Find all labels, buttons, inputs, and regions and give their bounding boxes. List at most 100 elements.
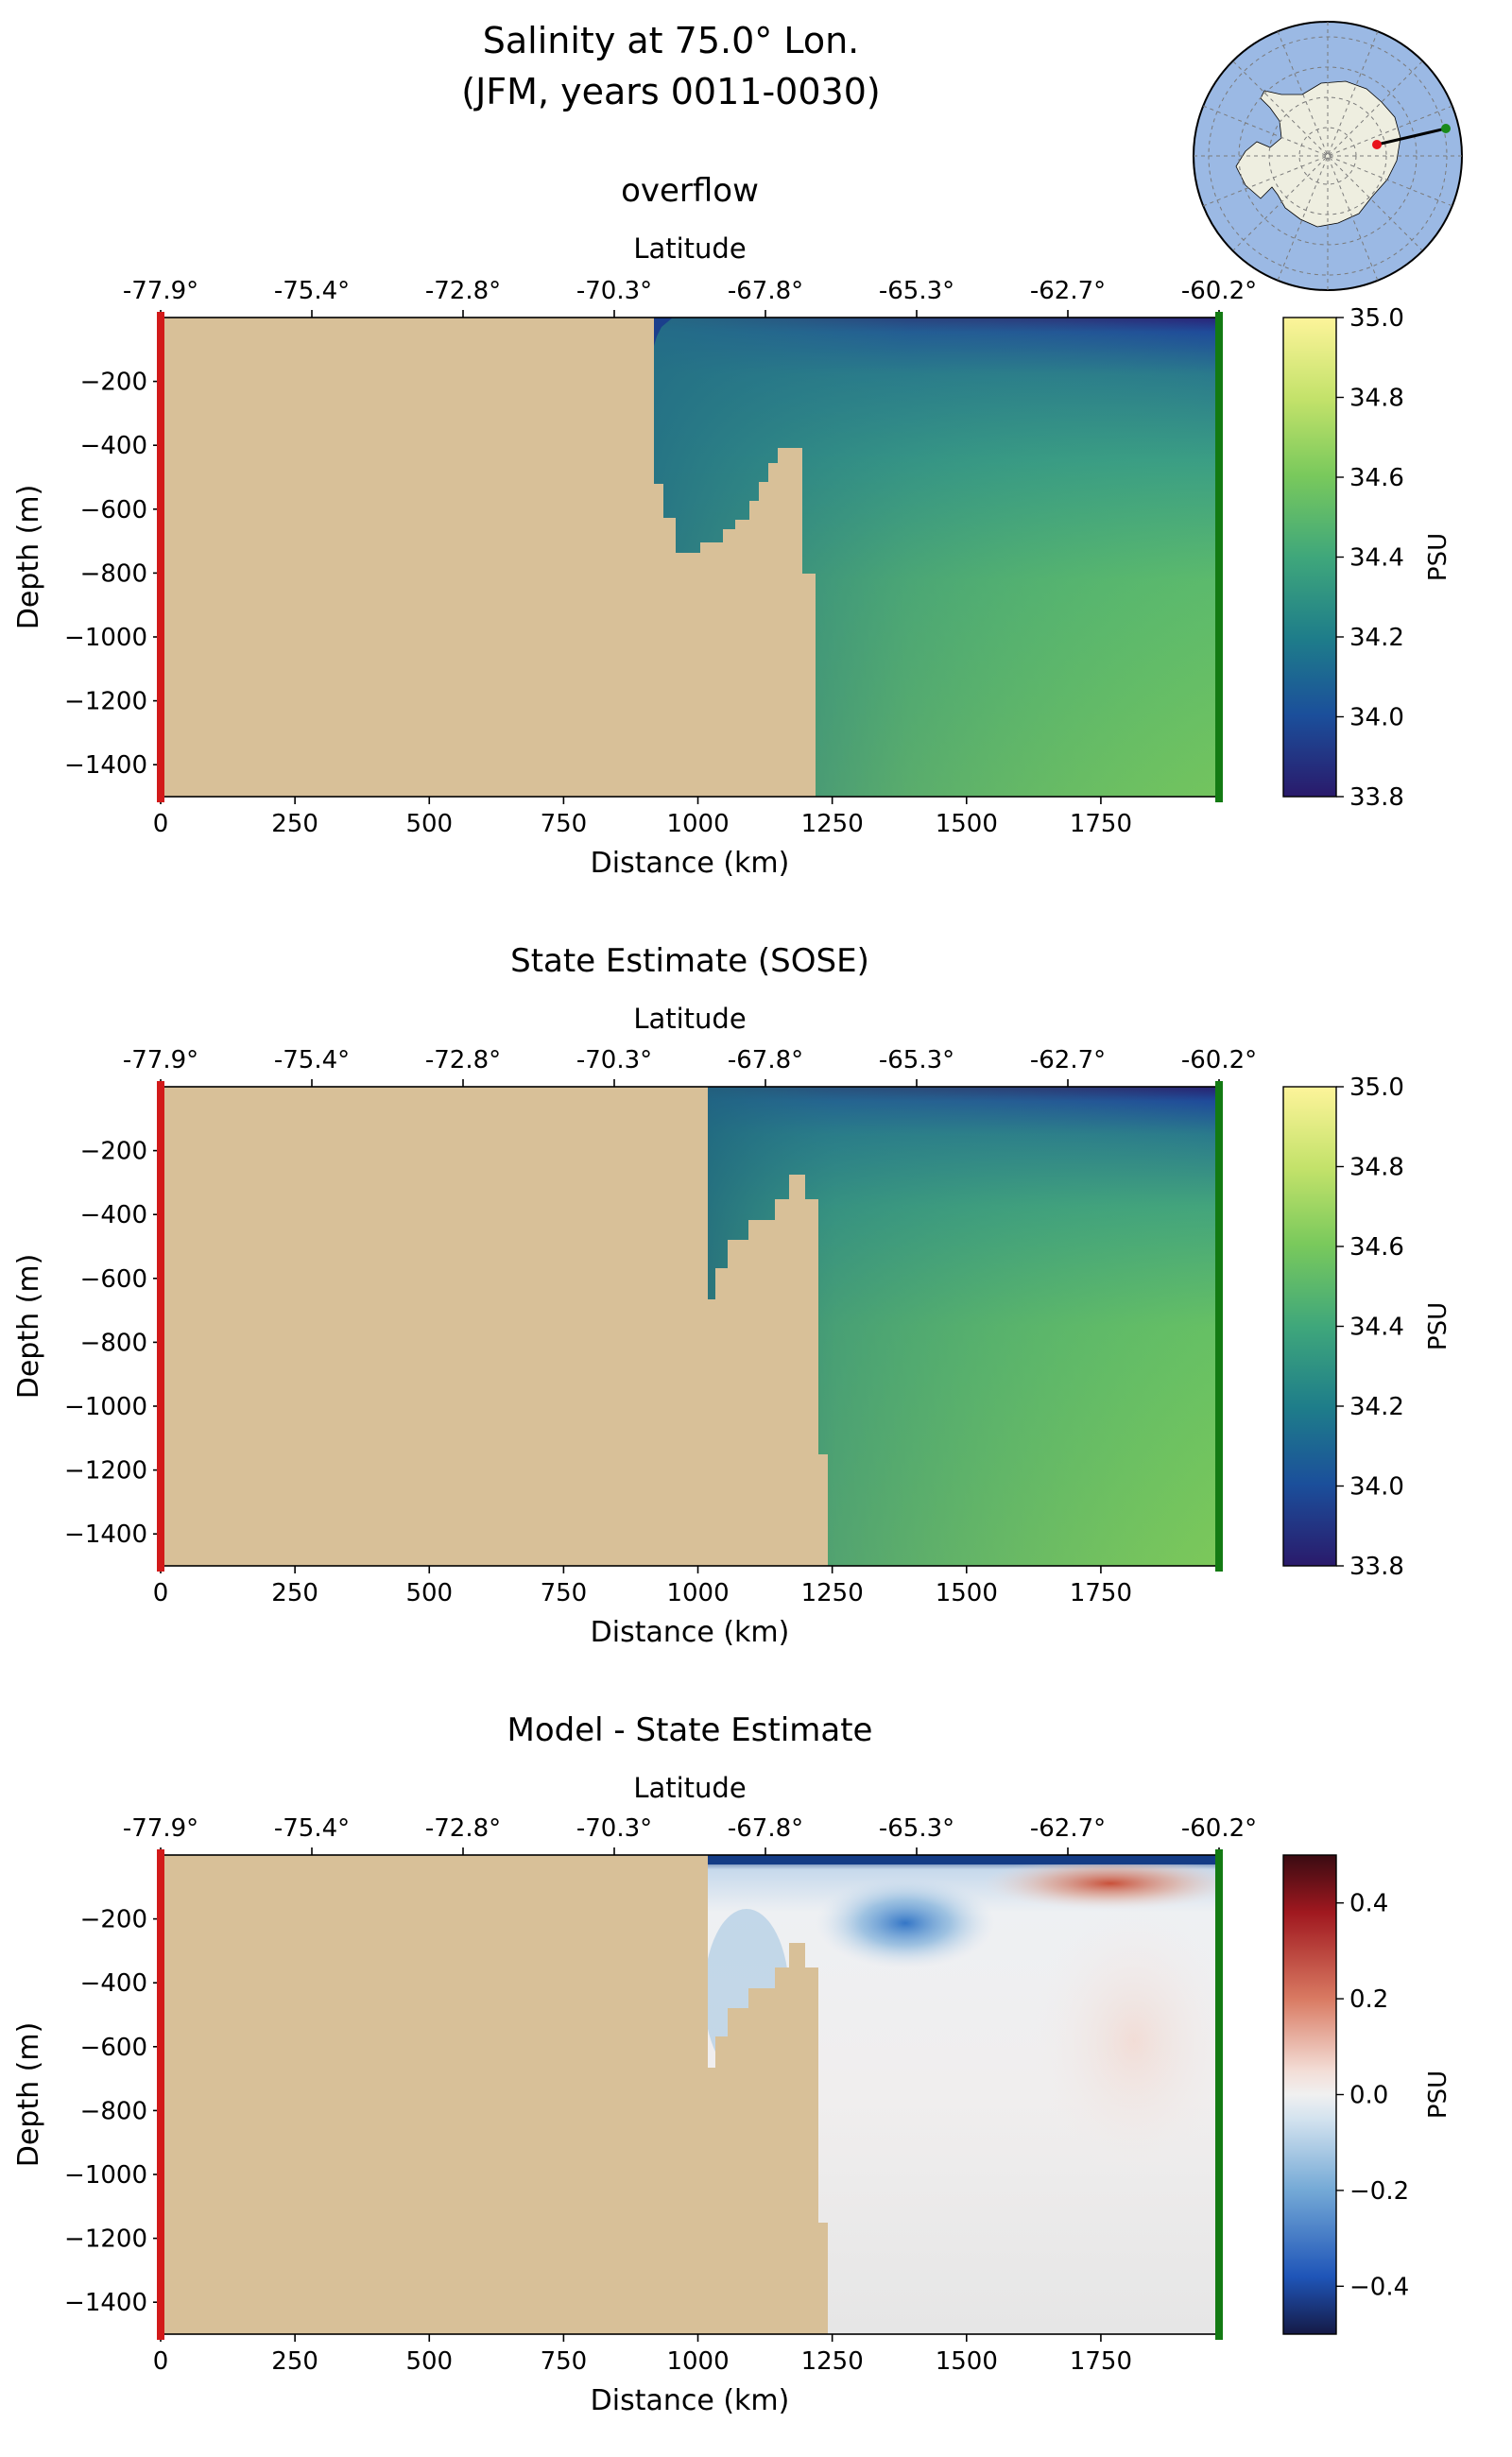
lat-tick-label: -60.2° (1181, 1814, 1257, 1843)
lat-tick-label: -62.7° (1030, 1814, 1106, 1843)
antarctica-landmass (1235, 80, 1401, 228)
colorbar-tick-label: 34.8 (1349, 1154, 1404, 1182)
x-tick-label: 500 (405, 810, 453, 838)
y-tick-label: −600 (80, 2034, 147, 2062)
x-tick-label: 750 (541, 1579, 588, 1607)
colorbar-tick-label: −0.4 (1349, 2273, 1409, 2301)
y-tick-label: −800 (80, 2097, 147, 2125)
colorbar-label: PSU (1424, 1302, 1452, 1350)
lat-tick-label: -75.4° (274, 1814, 350, 1843)
lat-tick-label: -65.3° (879, 1046, 954, 1074)
lat-tick-label: -77.9° (123, 1814, 198, 1843)
lat-tick-label: -77.9° (123, 1046, 198, 1074)
section-start-edge (157, 1081, 164, 1572)
x-tick-label: 0 (153, 1579, 169, 1607)
x-tick-label: 1000 (666, 2347, 729, 2376)
fresh-anomaly (816, 1878, 995, 1968)
colorbar-tick-label: 33.8 (1349, 1553, 1404, 1581)
section-end-edge (1215, 1849, 1223, 2340)
lat-tick-label: -77.9° (123, 277, 198, 305)
y-tick-label: −200 (80, 1138, 147, 1166)
lat-tick-label: -67.8° (728, 1046, 803, 1074)
colorbar-tick-label: −0.2 (1349, 2177, 1409, 2206)
x-axis-label: Distance (km) (591, 847, 790, 880)
section-end-edge (1215, 312, 1223, 802)
colorbar-tick-label: 0.4 (1349, 1890, 1388, 1918)
y-tick-label: −600 (80, 496, 147, 524)
colorbar (1282, 1854, 1337, 2335)
y-axis-label: Depth (m) (12, 2022, 45, 2168)
panel-overflow-field (161, 318, 1219, 797)
lat-tick-label: -60.2° (1181, 1046, 1257, 1074)
y-tick-label: −800 (80, 559, 147, 588)
x-tick-label: 0 (153, 810, 169, 838)
x-tick-label: 1500 (936, 810, 998, 838)
x-tick-label: 1250 (801, 1579, 864, 1607)
colorbar-tick-label: 35.0 (1349, 304, 1404, 333)
colorbar-label: PSU (1424, 2070, 1452, 2119)
section-line (1376, 127, 1447, 146)
y-tick-label: −400 (80, 1201, 147, 1229)
colorbar-label: PSU (1424, 533, 1452, 581)
y-tick-label: −1000 (64, 624, 147, 652)
y-tick-label: −200 (80, 369, 147, 397)
x-tick-label: 1000 (666, 1579, 729, 1607)
y-tick-label: −200 (80, 1906, 147, 1934)
x-tick-label: 1250 (801, 2347, 864, 2376)
colorbar-tick-label: 33.8 (1349, 783, 1404, 812)
x-tick-label: 250 (271, 2347, 318, 2376)
lat-tick-label: -70.3° (576, 1814, 652, 1843)
y-tick-label: −1200 (64, 688, 147, 716)
colorbar-tick-label: 34.6 (1349, 1233, 1404, 1262)
y-tick-label: −400 (80, 432, 147, 460)
colorbar-tick-label: 34.4 (1349, 1314, 1404, 1342)
section-start-edge (157, 312, 164, 802)
surface-fresh-layer (708, 1855, 1219, 1864)
land-mask-overlay (161, 1855, 828, 2334)
lat-tick-label: -60.2° (1181, 277, 1257, 305)
section-end-edge (1215, 1081, 1223, 1572)
x-tick-label: 1000 (666, 810, 729, 838)
panel-sose-field (161, 1087, 1219, 1566)
x-tick-label: 250 (271, 1579, 318, 1607)
lat-tick-label: -67.8° (728, 1814, 803, 1843)
top-axis-label: Latitude (633, 1772, 746, 1804)
y-tick-label: −1200 (64, 2225, 147, 2254)
panel-title: overflow (621, 172, 759, 210)
x-axis-label: Distance (km) (591, 2384, 790, 2417)
lat-tick-label: -62.7° (1030, 1046, 1106, 1074)
x-tick-label: 1750 (1070, 810, 1132, 838)
lat-tick-label: -65.3° (879, 277, 954, 305)
lat-tick-label: -70.3° (576, 1046, 652, 1074)
colorbar (1282, 1086, 1337, 1567)
y-tick-label: −1400 (64, 2289, 147, 2317)
section-start-marker (1372, 140, 1382, 149)
y-tick-label: −600 (80, 1265, 147, 1294)
x-tick-label: 750 (541, 810, 588, 838)
y-tick-label: −400 (80, 1969, 147, 1998)
lat-tick-label: -65.3° (879, 1814, 954, 1843)
lat-tick-label: -75.4° (274, 1046, 350, 1074)
salty-anomaly (983, 1857, 1219, 1910)
colorbar (1282, 317, 1337, 798)
top-axis-label: Latitude (633, 232, 746, 265)
lat-tick-label: -72.8° (425, 1814, 501, 1843)
colorbar-tick-label: 34.2 (1349, 1393, 1404, 1421)
colorbar-tick-label: 0.2 (1349, 1985, 1388, 2014)
panel-difference-field (161, 1855, 1219, 2334)
y-axis-label: Depth (m) (12, 485, 45, 630)
colorbar-tick-label: 34.2 (1349, 624, 1404, 652)
colorbar-tick-label: 34.4 (1349, 544, 1404, 573)
colorbar-tick-label: 34.8 (1349, 385, 1404, 413)
axes-layer: overflow Latitude 0 250 500 750 1000 1250 1500 17… (12, 172, 1452, 2417)
y-axis-label: Depth (m) (12, 1254, 45, 1400)
lat-tick-label: -62.7° (1030, 277, 1106, 305)
y-tick-label: −1000 (64, 2161, 147, 2190)
colorbar-tick-label: 0.0 (1349, 2082, 1388, 2110)
weak-positive-wash (1030, 1899, 1219, 2183)
lat-tick-label: -67.8° (728, 277, 803, 305)
section-start-edge (157, 1849, 164, 2340)
x-tick-label: 1250 (801, 810, 864, 838)
figure-title-line2: (JFM, years 0011-0030) (461, 71, 880, 112)
